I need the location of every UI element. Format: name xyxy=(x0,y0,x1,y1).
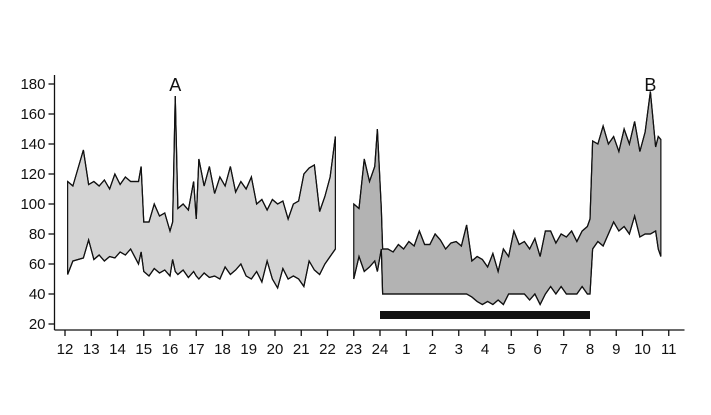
y-tick-label: 60 xyxy=(29,256,46,273)
x-tick-label: 12 xyxy=(57,341,74,358)
x-tick-label: 22 xyxy=(319,341,336,358)
lower-line xyxy=(353,213,662,306)
x-tick-label: 1 xyxy=(402,341,410,358)
x-tick-label: 9 xyxy=(612,341,620,358)
x-tick-label: 18 xyxy=(214,341,231,358)
x-tick-label: 10 xyxy=(634,341,651,358)
y-tick-label: 100 xyxy=(20,196,45,213)
x-tick-label: 5 xyxy=(507,341,515,358)
x-tick-label: 23 xyxy=(345,341,362,358)
x-tick-label: 3 xyxy=(455,341,463,358)
x-tick-label: 13 xyxy=(83,341,100,358)
upper-line xyxy=(67,95,336,234)
y-tick-label: 80 xyxy=(29,226,46,243)
x-tick-label: 17 xyxy=(188,341,205,358)
x-tick-label: 16 xyxy=(162,341,179,358)
x-tick-label: 21 xyxy=(293,341,310,358)
y-tick-label: 40 xyxy=(29,286,46,303)
annotation: B xyxy=(644,75,656,95)
y-tick-label: 180 xyxy=(20,76,45,93)
x-tick-label: 8 xyxy=(586,341,594,358)
annotation: A xyxy=(169,75,181,95)
x-tick-label: 24 xyxy=(372,341,389,358)
x-tick-label: 6 xyxy=(533,341,541,358)
x-tick-label: 15 xyxy=(135,341,152,358)
y-tick-label: 140 xyxy=(20,136,45,153)
x-tick-label: 2 xyxy=(428,341,436,358)
y-tick-label: 120 xyxy=(20,166,45,183)
lower-line xyxy=(67,237,336,290)
x-tick-label: 11 xyxy=(661,341,677,358)
x-tick-label: 4 xyxy=(481,341,489,358)
range-area xyxy=(353,91,662,306)
x-tick-label: 7 xyxy=(560,341,568,358)
upper-line xyxy=(353,91,662,274)
y-tick-label: 20 xyxy=(29,316,46,333)
y-tick-label: 160 xyxy=(20,106,45,123)
period-bar xyxy=(380,311,590,319)
range-area xyxy=(67,95,336,290)
x-tick-label: 19 xyxy=(240,341,257,358)
x-tick-label: 20 xyxy=(267,341,284,358)
x-tick-label: 14 xyxy=(109,341,126,358)
